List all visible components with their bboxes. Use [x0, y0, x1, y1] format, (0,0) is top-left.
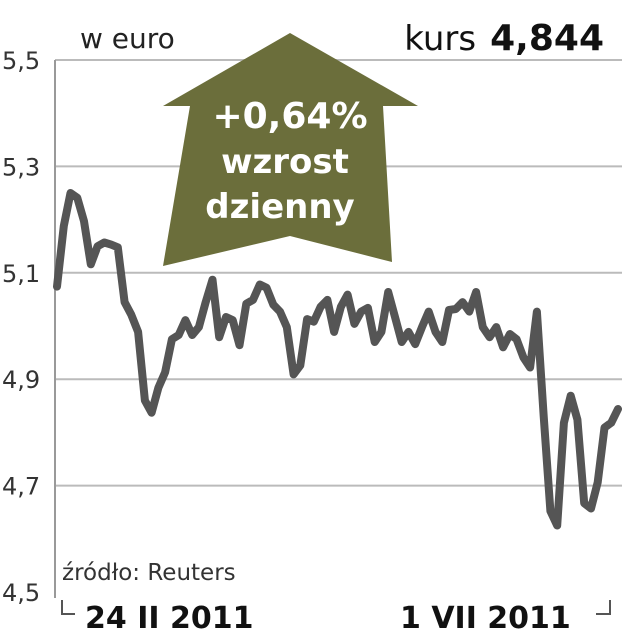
y-tick-label: 5,3	[2, 153, 40, 181]
x-label-start: 24 II 2011	[85, 601, 253, 636]
change-line2: dzienny	[205, 187, 354, 227]
x-axis-bracket	[61, 600, 611, 615]
x-label-end: 1 VII 2011	[400, 601, 571, 636]
current-rate-value: 4,844	[490, 18, 604, 59]
current-rate: kurs 4,844	[404, 18, 604, 59]
series-line	[53, 189, 622, 530]
current-rate-label: kurs	[404, 19, 476, 59]
y-tick-label: 5,5	[2, 47, 40, 75]
change-badge: +0,64% wzrost dzienny	[163, 33, 418, 266]
grid	[55, 59, 622, 487]
source-label: źródło: Reuters	[62, 560, 236, 586]
change-line1: wzrost	[221, 142, 349, 182]
change-value: +0,64%	[212, 96, 367, 137]
unit-label: w euro	[80, 22, 175, 55]
y-tick-label: 4,5	[2, 579, 40, 607]
y-tick-label: 4,7	[2, 473, 40, 501]
y-tick-label: 4,9	[2, 366, 40, 394]
up-arrow-icon	[163, 33, 418, 266]
y-tick-label: 5,1	[2, 260, 40, 288]
y-tick-labels: 5,5 5,3 5,1 4,9 4,7 4,5	[2, 47, 40, 607]
